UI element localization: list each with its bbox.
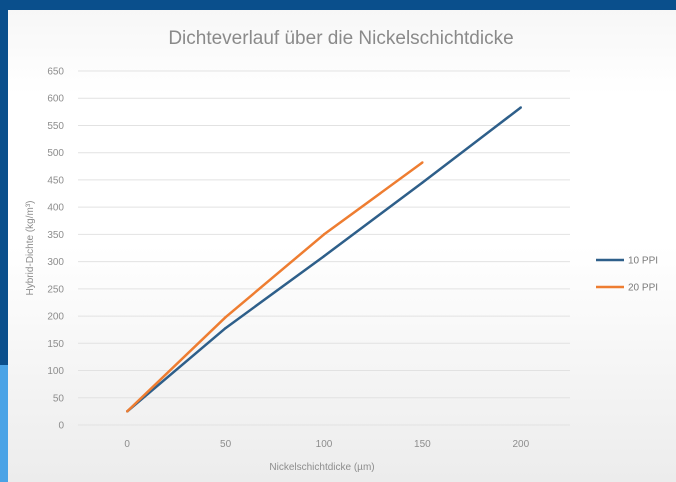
y-tick-150: 150: [47, 339, 64, 350]
y-tick-200: 200: [47, 312, 64, 323]
y-tick-0: 0: [58, 421, 64, 432]
y-tick-650: 650: [47, 67, 64, 78]
y-tick-labels: 0 50 100 150 200 250 300 350 400 450 500 550 600 650: [47, 67, 64, 432]
y-tick-600: 600: [47, 94, 64, 105]
data-point-10-ppi-1: [224, 326, 227, 330]
x-tick-labels: 0 50 100 150 200: [124, 439, 529, 450]
y-tick-500: 500: [47, 148, 64, 159]
series-line-20-ppi: [126, 161, 424, 413]
x-tick-50: 50: [220, 439, 232, 450]
data-point-20-ppi-1: [224, 315, 227, 319]
x-tick-100: 100: [316, 439, 333, 450]
data-point-20-ppi-3: [421, 161, 424, 164]
data-point-20-ppi-0: [126, 410, 129, 413]
x-tick-150: 150: [414, 439, 431, 450]
y-tick-300: 300: [47, 257, 64, 268]
gridlines: [78, 70, 570, 426]
y-tick-100: 100: [47, 366, 64, 377]
y-tick-350: 350: [47, 230, 64, 241]
y-tick-400: 400: [47, 203, 64, 214]
x-tick-0: 0: [124, 439, 130, 450]
legend: 10 PPI 20 PPI: [596, 256, 658, 294]
y-tick-250: 250: [47, 284, 64, 295]
legend-label-10-ppi: 10 PPI: [628, 256, 658, 267]
y-tick-550: 550: [47, 121, 64, 132]
left-border-dark: [0, 10, 8, 365]
x-tick-200: 200: [512, 439, 529, 450]
y-tick-50: 50: [53, 393, 65, 404]
left-border-light: [0, 365, 8, 482]
chart-card: [8, 10, 676, 482]
data-point-20-ppi-2: [322, 233, 326, 236]
legend-label-20-ppi: 20 PPI: [628, 283, 658, 294]
data-point-10-ppi-4: [519, 106, 522, 109]
y-axis-label: Hybrid-Dichte (kg/m³): [25, 200, 36, 295]
data-point-10-ppi-2: [322, 254, 326, 258]
chart-title: Dichteverlauf über die Nickelschichtdick…: [168, 28, 513, 49]
top-border: [0, 0, 676, 10]
series-lines: [126, 106, 522, 413]
data-point-10-ppi-3: [421, 181, 424, 184]
y-tick-450: 450: [47, 175, 64, 186]
x-axis-label: Nickelschichtdicke (µm): [269, 462, 374, 473]
